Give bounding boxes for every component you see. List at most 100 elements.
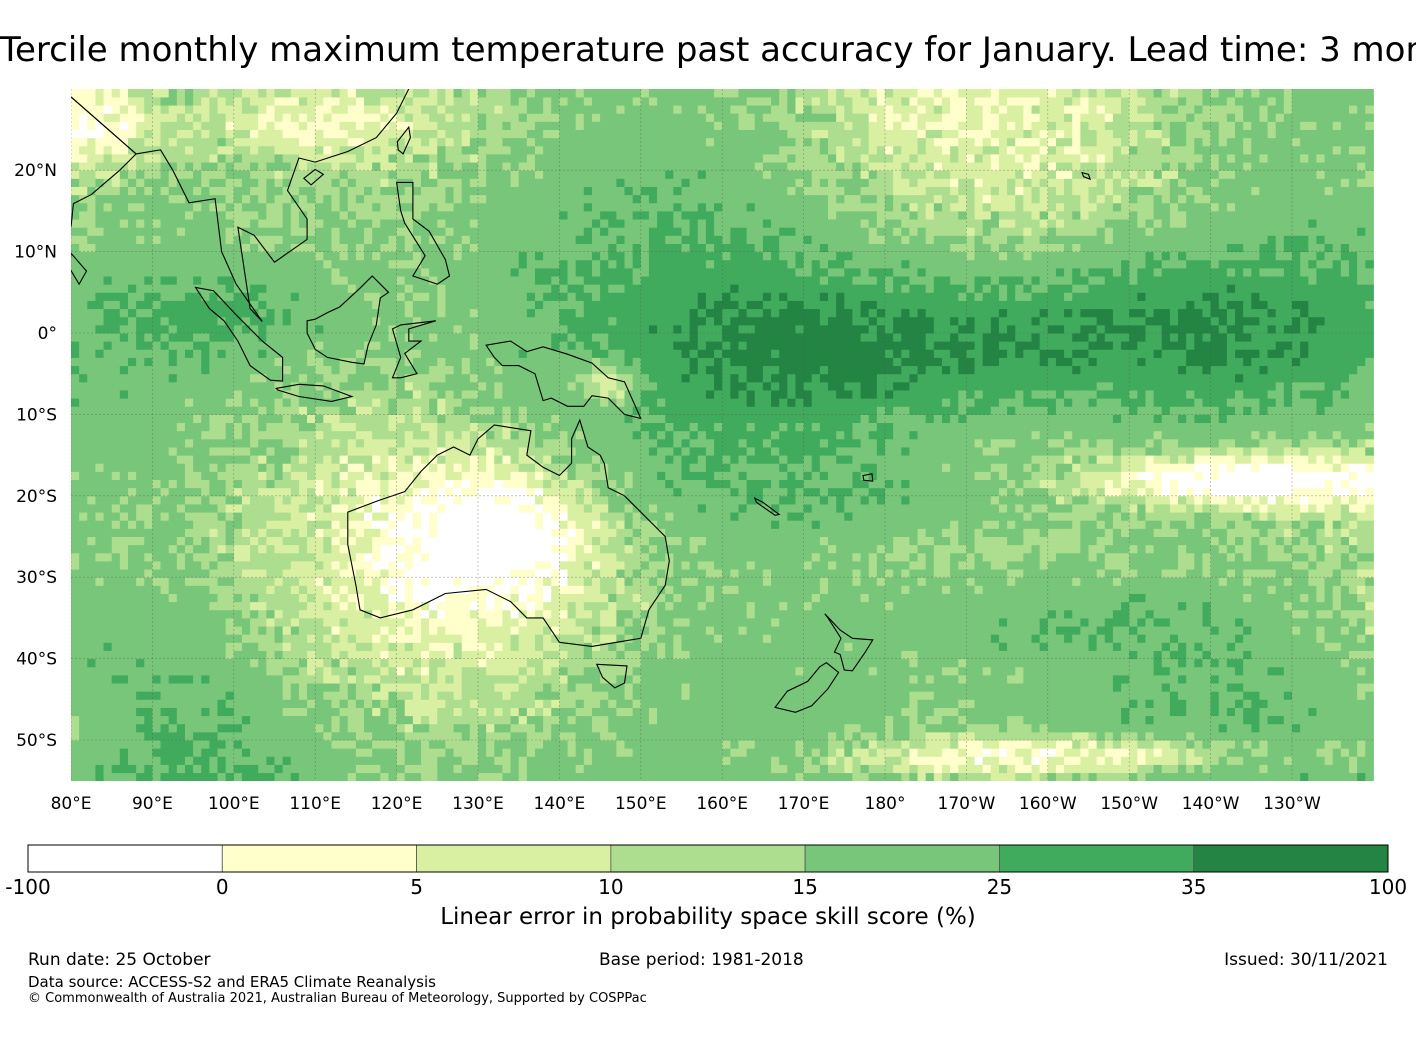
skill-cell: [396, 202, 406, 212]
skill-cell: [217, 560, 227, 570]
skill-cell: [217, 577, 227, 586]
skill-cell: [290, 406, 300, 415]
skill-cell: [274, 210, 284, 220]
skill-cell: [282, 479, 292, 489]
skill-cell: [461, 634, 471, 643]
skill-cell: [372, 162, 381, 171]
skill-cell: [274, 520, 284, 529]
skill-cell: [445, 121, 455, 130]
skill-cell: [388, 300, 398, 310]
skill-cell: [461, 772, 471, 781]
skill-cell: [233, 715, 243, 725]
skill-cell: [331, 463, 341, 472]
skill-cell: [331, 202, 341, 212]
skill-cell: [396, 349, 406, 358]
skill-cell: [315, 398, 324, 407]
skill-cell: [486, 731, 495, 741]
skill-cell: [323, 740, 332, 749]
skill-cell: [258, 438, 267, 448]
skill-cell: [184, 487, 194, 497]
skill-cell: [437, 569, 446, 578]
skill-cell: [184, 365, 194, 375]
skill-cell: [339, 96, 349, 106]
skill-cell: [396, 503, 406, 513]
skill-cell: [241, 267, 251, 277]
skill-cell: [258, 145, 267, 155]
skill-cell: [233, 89, 243, 98]
skill-cell: [127, 121, 137, 130]
skill-cell: [225, 145, 235, 155]
skill-cell: [534, 772, 544, 781]
skill-cell: [347, 544, 357, 554]
skill-cell: [136, 284, 145, 293]
skill-cell: [119, 577, 129, 586]
skill-cell: [526, 227, 536, 236]
skill-cell: [364, 666, 373, 676]
skill-cell: [445, 503, 455, 513]
skill-cell: [494, 748, 503, 757]
skill-cell: [201, 113, 210, 122]
skill-cell: [534, 89, 544, 98]
skill-cell: [103, 357, 113, 367]
skill-cell: [71, 300, 80, 310]
skill-cell: [421, 748, 430, 757]
skill-cell: [258, 617, 267, 627]
skill-cell: [453, 170, 463, 179]
skill-cell: [518, 520, 528, 529]
skill-cell: [79, 89, 88, 98]
skill-cell: [152, 446, 162, 456]
skill-cell: [380, 593, 389, 603]
skill-cell: [502, 520, 512, 529]
skill-cell: [396, 186, 406, 196]
skill-cell: [445, 455, 455, 464]
skill-cell: [282, 89, 292, 98]
skill-cell: [111, 463, 121, 472]
skill-cell: [176, 349, 186, 358]
skill-cell: [339, 308, 349, 318]
skill-cell: [111, 585, 121, 594]
skill-cell: [347, 487, 357, 497]
skill-cell: [437, 471, 446, 481]
skill-cell: [526, 683, 536, 692]
skill-cell: [339, 495, 349, 505]
skill-cell: [176, 764, 186, 774]
skill-cell: [355, 487, 365, 497]
skill-cell: [79, 471, 88, 481]
skill-cell: [241, 308, 251, 318]
skill-cell: [193, 674, 202, 684]
skill-cell: [331, 300, 341, 310]
skill-cell: [315, 129, 324, 139]
skill-cell: [445, 715, 455, 725]
skill-cell: [453, 219, 463, 228]
skill-cell: [152, 772, 162, 781]
skill-cell: [396, 414, 406, 424]
skill-cell: [388, 650, 398, 660]
skill-cell: [526, 373, 536, 383]
skill-cell: [478, 495, 487, 505]
skill-cell: [437, 666, 446, 676]
skill-cell: [339, 520, 349, 529]
skill-cell: [282, 137, 292, 147]
skill-cell: [534, 617, 544, 627]
skill-cell: [331, 438, 341, 448]
skill-cell: [307, 121, 316, 130]
skill-cell: [494, 292, 503, 301]
skill-cell: [144, 259, 153, 269]
skill-cell: [404, 422, 414, 432]
skill-cell: [298, 617, 308, 627]
skill-cell: [193, 487, 202, 497]
skill-cell: [315, 503, 324, 513]
skill-cell: [209, 398, 219, 407]
skill-cell: [258, 194, 267, 204]
skill-cell: [478, 210, 487, 220]
skill-cell: [315, 389, 324, 399]
skill-cell: [168, 446, 178, 456]
skill-cell: [323, 251, 332, 261]
skill-cell: [160, 398, 170, 407]
skill-cell: [111, 276, 121, 285]
skill-cell: [71, 178, 80, 187]
skill-cell: [388, 593, 398, 603]
skill-cell: [412, 235, 422, 244]
skill-cell: [396, 105, 406, 114]
skill-cell: [111, 96, 121, 106]
